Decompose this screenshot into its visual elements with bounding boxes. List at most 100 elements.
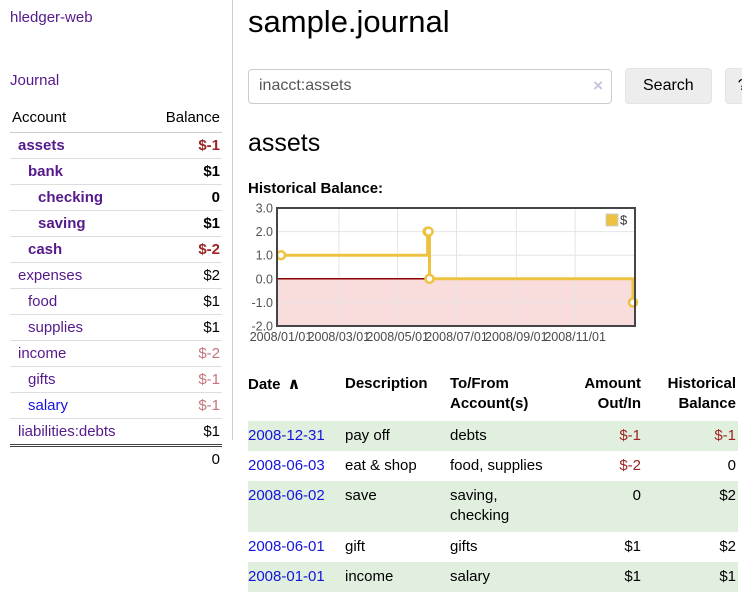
x-tick-label: 2008/03/01	[308, 330, 371, 344]
account-link[interactable]: liabilities:debts	[18, 423, 116, 440]
transaction-date-link[interactable]: 2008-06-01	[248, 538, 325, 555]
account-balance: 0	[116, 185, 222, 211]
legend-label: $	[620, 213, 628, 228]
account-row: gifts $-1	[10, 367, 222, 393]
account-link[interactable]: gifts	[28, 371, 56, 388]
accounts-header-balance: Balance	[116, 105, 222, 133]
y-tick-label: 1.0	[256, 249, 273, 263]
legend-swatch	[606, 214, 618, 226]
account-row: cash $-2	[10, 237, 222, 263]
register-header-row: Date∧ Description To/From Account(s) Amo…	[248, 372, 738, 421]
account-row: salary $-1	[10, 393, 222, 419]
x-tick-label: 2008/01/01	[250, 330, 313, 344]
account-balance: $1	[116, 211, 222, 237]
sidebar-divider	[232, 0, 233, 440]
column-header-date: Date∧	[248, 372, 345, 421]
chart-label: Historical Balance:	[248, 180, 742, 197]
transaction-accounts: debts	[450, 421, 553, 451]
transaction-description: save	[345, 481, 450, 532]
transaction-accounts: food, supplies	[450, 451, 553, 481]
accounts-header-account: Account	[10, 105, 116, 133]
register-table: Date∧ Description To/From Account(s) Amo…	[248, 372, 738, 592]
accounts-total-row: 0	[10, 446, 222, 473]
search-input[interactable]	[248, 69, 612, 104]
account-link[interactable]: cash	[28, 241, 62, 258]
data-point-marker	[425, 228, 433, 236]
x-tick-label: 2008/05/01	[366, 330, 429, 344]
help-button[interactable]: ?	[725, 68, 742, 104]
y-tick-label: 3.0	[256, 202, 273, 216]
sidebar-item-journal[interactable]: Journal	[10, 72, 232, 89]
account-balance: $-1	[116, 133, 222, 159]
transaction-description: pay off	[345, 421, 450, 451]
account-link[interactable]: income	[18, 345, 66, 362]
main-content: sample.journal × Search ? assets Histori…	[232, 0, 742, 592]
account-balance: $-1	[116, 367, 222, 393]
column-header-description: Description	[345, 372, 450, 421]
account-link[interactable]: food	[28, 293, 57, 310]
account-link[interactable]: salary	[28, 397, 68, 414]
transaction-amount: $-1	[553, 421, 643, 451]
transaction-date-link[interactable]: 2008-06-03	[248, 457, 325, 474]
x-tick-label: 2008/09/01	[485, 330, 548, 344]
account-row: bank $1	[10, 159, 222, 185]
transaction-date-link[interactable]: 2008-01-01	[248, 568, 325, 585]
accounts-table: Account Balance assets $-1 bank $1 checking 0…	[10, 105, 222, 472]
transaction-amount: 0	[553, 481, 643, 532]
transaction-date-link[interactable]: 2008-12-31	[248, 427, 325, 444]
brand-link[interactable]: hledger-web	[10, 9, 232, 26]
account-balance: $-2	[116, 237, 222, 263]
transaction-description: gift	[345, 532, 450, 562]
page-title: sample.journal	[248, 4, 742, 40]
account-row: assets $-1	[10, 133, 222, 159]
accounts-total-spacer	[10, 446, 116, 473]
account-row: saving $1	[10, 211, 222, 237]
data-point-marker	[277, 251, 285, 259]
transaction-accounts: gifts	[450, 532, 553, 562]
account-link[interactable]: assets	[18, 137, 65, 154]
account-link[interactable]: saving	[38, 215, 86, 232]
transaction-accounts: saving, checking	[450, 481, 553, 532]
account-row: checking 0	[10, 185, 222, 211]
search-bar: × Search ?	[248, 68, 742, 104]
account-row: expenses$2	[10, 263, 222, 289]
transaction-accounts: salary	[450, 562, 553, 592]
y-tick-label: 0.0	[256, 272, 273, 286]
x-tick-label: 2008/11/01	[544, 330, 606, 344]
account-link[interactable]: expenses	[18, 267, 82, 284]
transaction-amount: $-2	[553, 451, 643, 481]
account-balance: $1	[116, 289, 222, 315]
account-balance: $-1	[116, 393, 222, 419]
account-row: income $-2	[10, 341, 222, 367]
clear-search-icon[interactable]: ×	[593, 76, 603, 96]
transaction-balance: 0	[643, 451, 738, 481]
accounts-header-row: Account Balance	[10, 105, 222, 133]
account-link[interactable]: bank	[28, 163, 63, 180]
accounts-total-value: 0	[116, 446, 222, 473]
account-balance: $1	[116, 315, 222, 341]
sidebar: hledger-web Journal Account Balance asse…	[0, 0, 232, 592]
account-link[interactable]: checking	[38, 189, 103, 206]
account-link[interactable]: supplies	[28, 319, 83, 336]
transaction-amount: $1	[553, 562, 643, 592]
transaction-balance: $2	[643, 481, 738, 532]
y-tick-label: -1.0	[251, 296, 273, 310]
account-row: food $1	[10, 289, 222, 315]
sort-ascending-icon: ∧	[288, 376, 301, 393]
account-balance: $1	[116, 159, 222, 185]
search-button[interactable]: Search	[625, 68, 712, 104]
data-point-marker	[426, 275, 434, 283]
account-balance: $1	[116, 419, 222, 446]
account-balance: $-2	[116, 341, 222, 367]
transaction-date-link[interactable]: 2008-06-02	[248, 487, 325, 504]
transaction-description: income	[345, 562, 450, 592]
